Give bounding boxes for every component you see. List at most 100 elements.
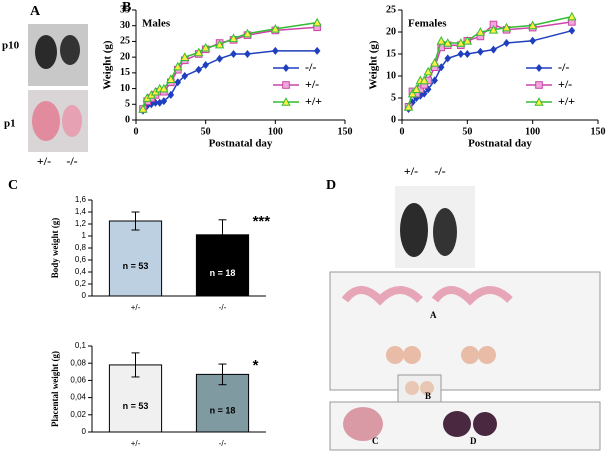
- marker: [456, 38, 466, 47]
- y-tick-label: 0,02: [70, 410, 86, 419]
- marker: [409, 98, 416, 107]
- y-tick-label: 0,2: [75, 279, 87, 288]
- marker: [152, 98, 159, 107]
- organ-label: B: [425, 391, 431, 401]
- panel-letter: C: [8, 178, 18, 193]
- legend-marker: [534, 97, 544, 106]
- uterus: [431, 286, 513, 306]
- genotype-label: -/-: [434, 164, 445, 178]
- marker: [166, 74, 176, 83]
- legend-label: +/+: [558, 94, 575, 108]
- y-tick-label: 5: [391, 92, 396, 103]
- kidney: [473, 412, 497, 436]
- bar-label: n = 53: [123, 261, 149, 271]
- marker: [228, 33, 239, 43]
- marker: [160, 97, 168, 106]
- marker: [567, 11, 577, 21]
- testis: [478, 346, 496, 364]
- significance: *: [253, 357, 259, 374]
- panel-letter: B: [122, 0, 131, 15]
- x-tick-label: 150: [591, 126, 606, 137]
- marker: [475, 27, 486, 36]
- y-tick-label: 0,4: [75, 267, 87, 276]
- y-axis-label: Weight (g): [368, 40, 380, 90]
- x-tick-label: 50: [462, 126, 472, 137]
- y-tick-label: 0,06: [70, 376, 86, 385]
- panel-letter: A: [30, 4, 41, 19]
- marker: [462, 35, 472, 45]
- marker: [457, 50, 465, 58]
- marker: [443, 38, 453, 47]
- mouse: [433, 208, 457, 256]
- y-tick-label: 0,04: [70, 393, 86, 402]
- marker: [431, 76, 438, 85]
- marker: [430, 57, 440, 67]
- y-tick-label: 25: [386, 4, 396, 15]
- y-axis-label: Body weight (g): [50, 218, 60, 279]
- marker: [529, 36, 536, 45]
- x-tick-label: 150: [338, 126, 353, 137]
- y-tick-label: 10: [386, 70, 396, 81]
- organ-label: D: [470, 436, 477, 446]
- y-tick-label: 0: [82, 427, 87, 436]
- marker: [201, 42, 211, 52]
- y-tick-label: 25: [120, 36, 130, 47]
- y-tick-label: 0,6: [75, 255, 87, 264]
- chart-title: Males: [142, 18, 171, 30]
- testis: [403, 346, 421, 364]
- y-tick-label: 15: [120, 67, 130, 78]
- y-axis-label: Placental weight (g): [50, 351, 60, 427]
- organ-label: A: [430, 310, 437, 320]
- marker: [420, 89, 428, 98]
- y-tick-label: 20: [120, 51, 130, 62]
- legend-label: +/-: [305, 77, 319, 91]
- marker: [464, 50, 471, 58]
- x-tick-label: -/-: [219, 439, 227, 448]
- pup: [35, 35, 57, 69]
- y-tick-label: 1,6: [75, 195, 87, 204]
- marker: [181, 72, 189, 80]
- marker: [202, 61, 209, 69]
- marker: [216, 54, 223, 63]
- uterus: [341, 286, 423, 306]
- marker: [403, 101, 414, 111]
- marker: [488, 24, 499, 34]
- x-axis-label: Postnatal day: [468, 138, 532, 150]
- marker: [313, 46, 321, 55]
- panel-letter: D: [326, 178, 336, 193]
- pup: [32, 101, 60, 141]
- legend-marker: [281, 97, 291, 106]
- organ: [405, 381, 419, 395]
- legend-marker: [282, 64, 290, 72]
- y-tick-label: 0: [125, 114, 130, 125]
- marker: [503, 39, 510, 47]
- organ: [420, 381, 434, 395]
- y-tick-label: 1,2: [75, 219, 87, 228]
- legend-marker: [282, 81, 290, 89]
- x-axis-label: Postnatal day: [209, 138, 273, 150]
- marker: [138, 104, 148, 113]
- marker: [423, 66, 433, 76]
- marker: [244, 50, 251, 58]
- legend-label: +/-: [558, 77, 572, 91]
- testis: [461, 346, 479, 364]
- bar-label: n = 18: [210, 406, 236, 416]
- marker: [242, 28, 253, 38]
- legend-marker: [535, 64, 543, 72]
- marker: [174, 78, 182, 87]
- x-tick-label: +/-: [131, 439, 141, 448]
- bar: [108, 220, 163, 297]
- marker: [312, 17, 322, 27]
- y-tick-label: 0: [391, 114, 396, 125]
- legend-label: -/-: [305, 60, 316, 74]
- marker: [437, 63, 445, 72]
- x-tick-label: -/-: [219, 303, 227, 312]
- y-tick-label: 20: [386, 26, 396, 37]
- marker: [195, 65, 202, 74]
- kidney: [443, 411, 471, 437]
- marker: [214, 39, 225, 49]
- age-label: p10: [2, 40, 20, 52]
- y-tick-label: 0,1: [75, 341, 87, 350]
- x-tick-label: 100: [525, 126, 540, 137]
